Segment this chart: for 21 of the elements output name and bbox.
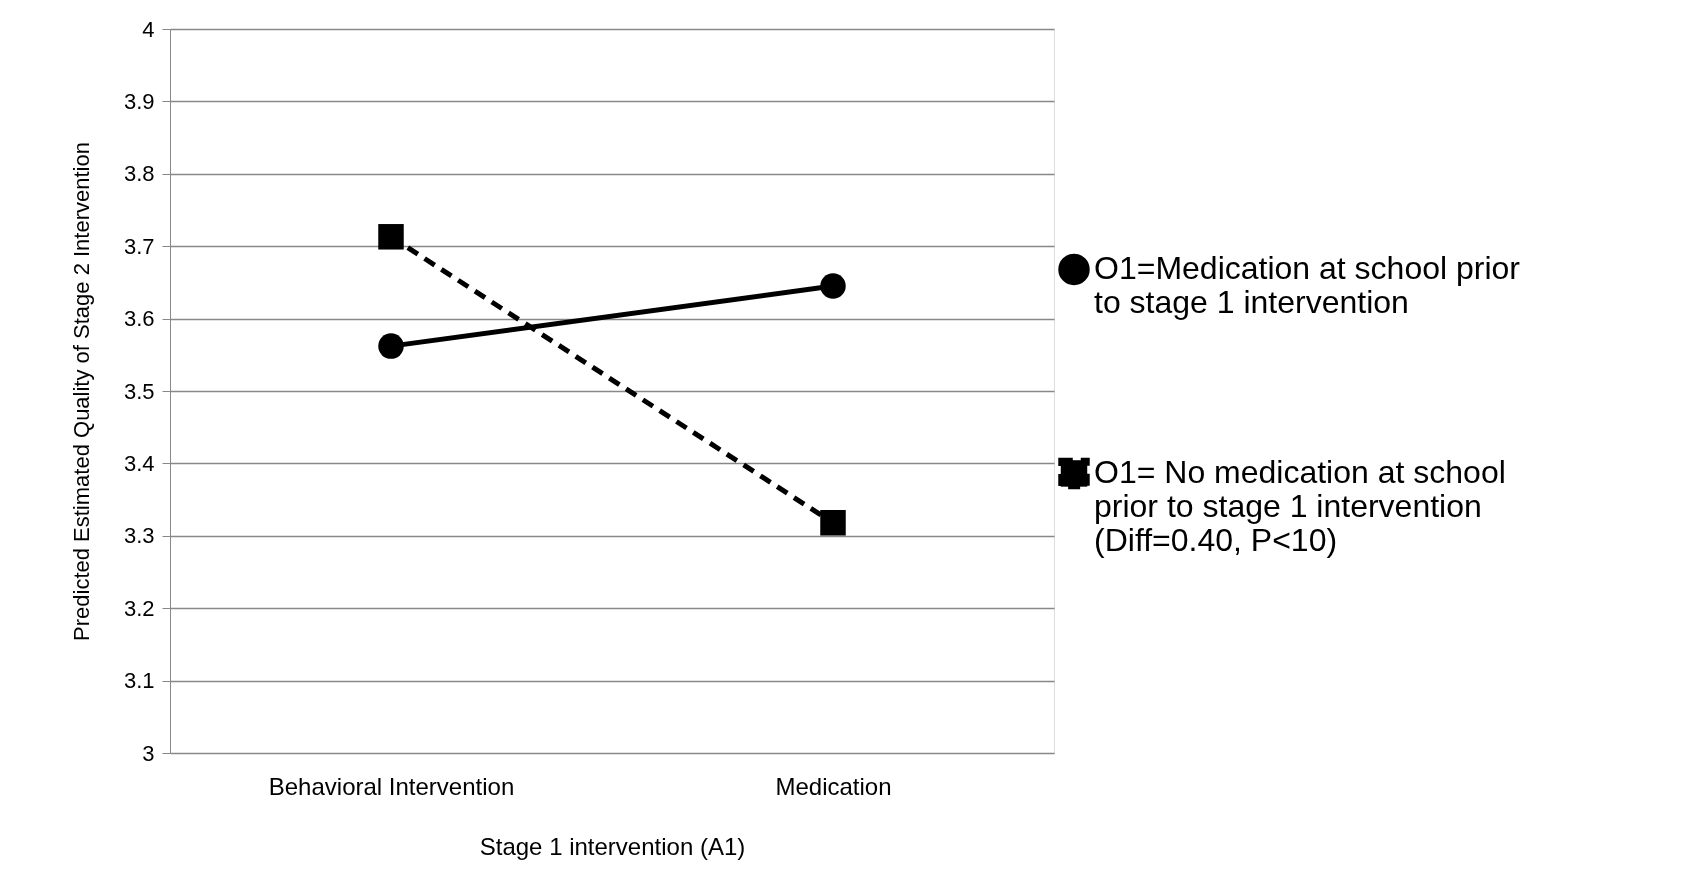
y-tick-label: 3.1: [123, 668, 155, 694]
point: [378, 333, 404, 359]
y-tick-label: 3.6: [123, 306, 155, 332]
y-tick-label: 3: [142, 740, 155, 766]
y-tick-label: 3.9: [123, 88, 155, 114]
point: [820, 510, 846, 536]
legend-label: O1=Medication at school prior to stage 1 intervention: [1094, 250, 1521, 321]
y-tick-label: 3.4: [123, 450, 155, 476]
y-tick-label: 3.2: [123, 595, 155, 621]
point: [378, 224, 404, 250]
y-tick-label: 3.8: [123, 161, 155, 187]
y-tick-label: 4: [142, 16, 155, 42]
y-tick-label: 3.3: [123, 523, 155, 549]
x-axis-title: Stage 1 intervention (A1): [479, 832, 746, 860]
x-tick-label: Behavioral Intervention: [268, 772, 515, 800]
y-tick-label: 3.7: [123, 233, 155, 259]
point: [820, 273, 846, 299]
x-tick-label: Medication: [775, 772, 892, 800]
legend-label: O1= No medication at school prior to stage 1 intervention (Diff=0.40, P<10): [1094, 454, 1506, 559]
y-axis-title: Predicted Estimated Quality of Stage 2 Intervention: [68, 142, 94, 641]
y-tick-label: 3.5: [123, 378, 155, 404]
